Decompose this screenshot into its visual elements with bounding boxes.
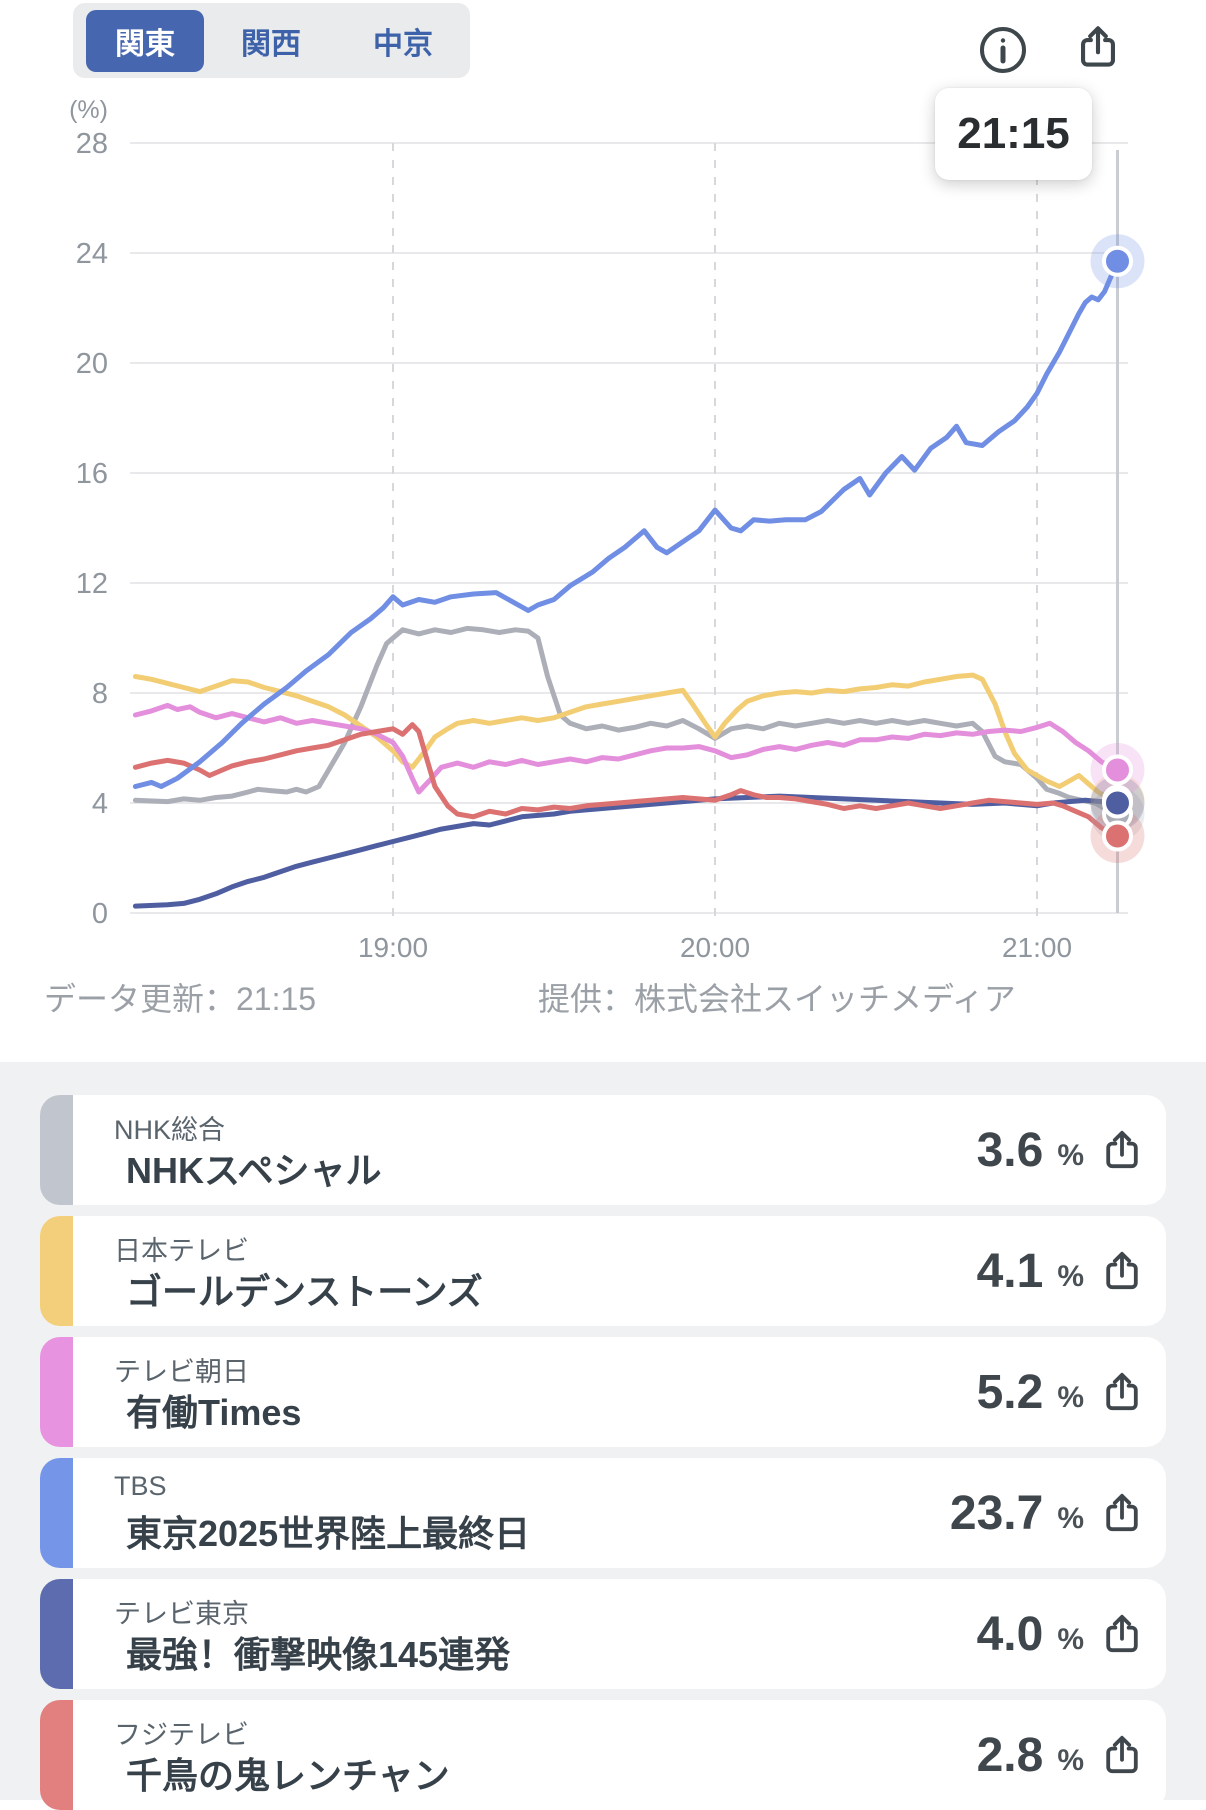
station-name: テレビ朝日 — [114, 1357, 249, 1387]
channel-row[interactable]: テレビ朝日有働Times 5.2% — [40, 1337, 1166, 1447]
channel-row[interactable]: フジテレビ千鳥の鬼レンチャン 2.8% — [40, 1700, 1166, 1810]
rating-group: 3.6% — [977, 1095, 1146, 1205]
series-line-NHK総合 — [132, 625, 1120, 817]
series-line-日本テレビ — [132, 672, 1120, 803]
rating-unit: % — [1057, 1502, 1084, 1535]
channel-color-bar — [40, 1579, 73, 1689]
x-axis-label: 20:00 — [680, 932, 750, 963]
share-icon[interactable] — [1072, 21, 1124, 73]
rating-group: 5.2% — [977, 1337, 1146, 1447]
time-tooltip: 21:15 — [935, 88, 1092, 180]
y-axis-label: 12 — [76, 568, 108, 600]
rating-unit: % — [1057, 1139, 1084, 1172]
rating-value: 4.1 — [976, 1244, 1044, 1298]
y-axis-label: 24 — [76, 238, 108, 270]
share-icon[interactable] — [1098, 1489, 1146, 1537]
tab-chukyo[interactable]: 中京 — [373, 27, 433, 61]
channel-color-bar — [40, 1700, 73, 1810]
rating-unit: % — [1057, 1381, 1084, 1414]
rating-value: 4.0 — [976, 1607, 1044, 1661]
rating-unit: % — [1057, 1744, 1084, 1777]
rating-value: 3.6 — [976, 1123, 1044, 1177]
share-icon[interactable] — [1098, 1247, 1146, 1295]
rating-group: 4.0% — [977, 1579, 1146, 1689]
series-line-テレビ朝日 — [132, 702, 1120, 795]
series-end-dot-TBS — [1102, 245, 1133, 277]
rating-value: 5.2 — [976, 1365, 1044, 1419]
share-icon[interactable] — [1098, 1731, 1146, 1779]
program-title: NHKスペシャル — [126, 1150, 382, 1191]
channel-row[interactable]: テレビ東京最強！衝撃映像145連発 4.0% — [40, 1579, 1166, 1689]
series-end-dot-テレビ朝日 — [1102, 754, 1133, 786]
rating-group: 2.8% — [977, 1700, 1146, 1810]
y-axis-unit: (%) — [69, 96, 108, 124]
program-title: 東京2025世界陸上最終日 — [126, 1513, 531, 1554]
rating-value: 23.7 — [949, 1486, 1044, 1540]
station-name: TBS — [114, 1471, 167, 1501]
rating-unit: % — [1057, 1260, 1084, 1293]
channel-row[interactable]: 日本テレビゴールデンストーンズ 4.1% — [40, 1216, 1166, 1326]
station-name: フジテレビ — [114, 1720, 249, 1750]
share-icon[interactable] — [1098, 1368, 1146, 1416]
series-line-フジテレビ — [132, 722, 1120, 839]
program-title: 有働Times — [126, 1392, 302, 1433]
tab-kansai[interactable]: 関西 — [241, 27, 301, 61]
rating-group: 23.7% — [950, 1458, 1146, 1568]
channel-row[interactable]: TBS 東京2025世界陸上最終日 23.7% — [40, 1458, 1166, 1568]
y-axis-label: 20 — [76, 348, 108, 380]
share-icon[interactable] — [1098, 1610, 1146, 1658]
y-axis-label: 8 — [92, 678, 108, 710]
series-line-テレビ東京 — [132, 793, 1120, 909]
program-title: 千鳥の鬼レンチャン — [126, 1755, 450, 1796]
region-tab-group: 関東 関西 中京 — [73, 3, 470, 78]
tab-kanto[interactable]: 関東 — [86, 9, 204, 72]
rating-chart[interactable]: 0 4 8 12 16 20 24 28 (%) 19:00 20:00 21:00 — [0, 0, 1206, 1060]
y-axis-label: 4 — [92, 788, 108, 820]
rating-group: 4.1% — [977, 1216, 1146, 1326]
channel-color-bar — [40, 1095, 73, 1205]
rating-unit: % — [1057, 1623, 1084, 1656]
y-axis-label: 28 — [76, 128, 108, 160]
station-name: テレビ東京 — [114, 1599, 249, 1629]
info-icon[interactable] — [977, 24, 1029, 76]
provider-caption: 提供：株式会社スイッチメディア — [538, 981, 1016, 1017]
data-updated-caption: データ更新：21:15 — [44, 981, 317, 1017]
channel-row[interactable]: NHK総合 NHKスペシャル 3.6% — [40, 1095, 1166, 1205]
y-axis-label: 0 — [92, 898, 108, 930]
rating-chart-area[interactable]: 0 4 8 12 16 20 24 28 (%) 19:00 20:00 21:00 — [0, 0, 1206, 1060]
x-axis-label: 21:00 — [1002, 932, 1072, 963]
channel-color-bar — [40, 1458, 73, 1568]
program-title: 最強！衝撃映像145連発 — [126, 1634, 511, 1675]
rating-value: 2.8 — [976, 1728, 1044, 1782]
y-axis-label: 16 — [76, 458, 108, 490]
series-end-dot-フジテレビ — [1102, 820, 1133, 852]
series-end-dot-テレビ東京 — [1102, 787, 1133, 819]
channel-color-bar — [40, 1216, 73, 1326]
channel-list: NHK総合 NHKスペシャル 3.6% 日本テレビ ゴールデンストーンズ 4.1% テレビ朝… — [0, 1062, 1206, 1810]
program-title: ゴールデンストーンズ — [126, 1271, 483, 1312]
share-icon[interactable] — [1098, 1126, 1146, 1174]
series-line-TBS — [132, 258, 1120, 789]
station-name: NHK総合 — [114, 1115, 226, 1145]
channel-color-bar — [40, 1337, 73, 1447]
station-name: 日本テレビ — [114, 1236, 249, 1266]
x-axis-label: 19:00 — [358, 932, 428, 963]
